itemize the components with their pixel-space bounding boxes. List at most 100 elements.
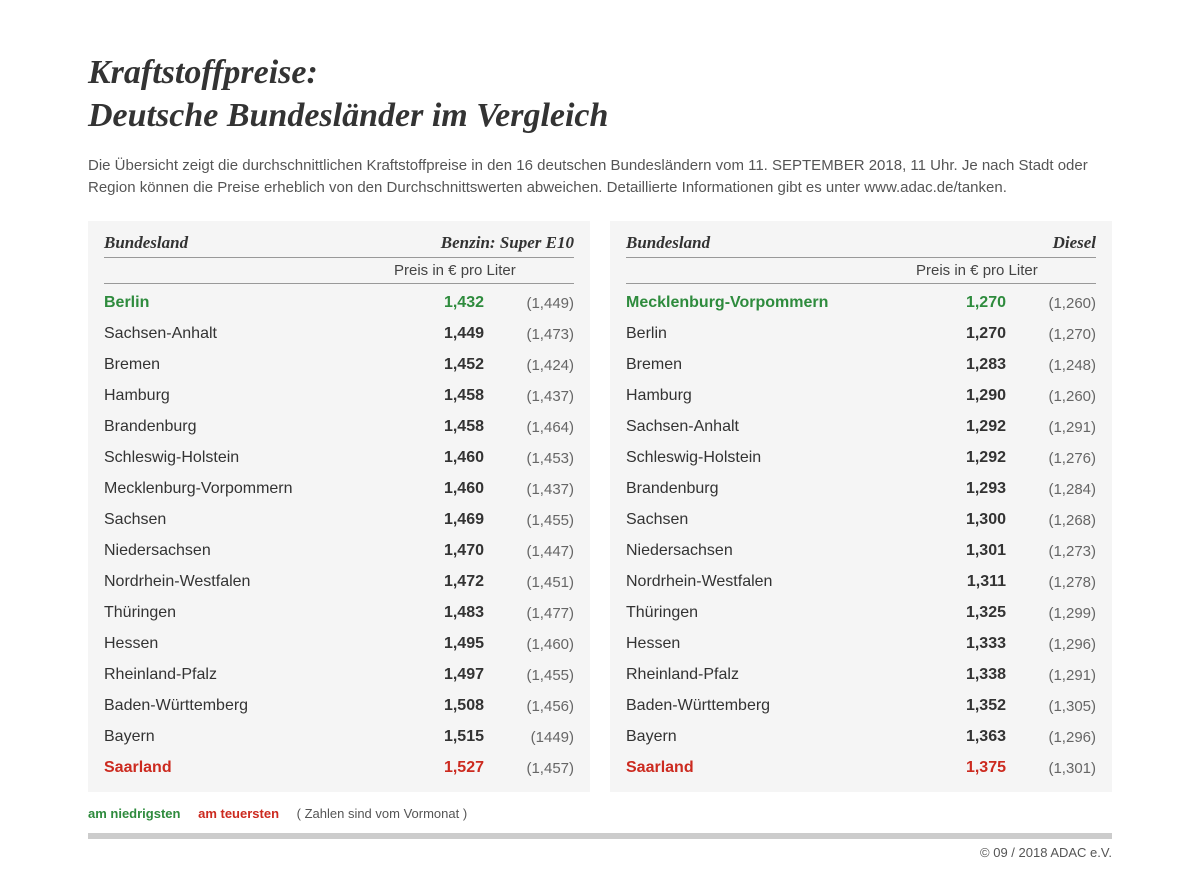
diesel-table: Bundesland Diesel Preis in € pro Liter M… [610,221,1112,792]
legend-note: ( Zahlen sind vom Vormonat ) [297,806,468,821]
page-title: Kraftstoffpreise: Deutsche Bundesländer … [88,52,1112,137]
prev-value: (1,456) [484,698,574,715]
table-row: Hessen1,495(1,460) [104,629,574,660]
prev-value: (1449) [484,729,574,746]
state-name: Sachsen-Anhalt [104,325,414,343]
table-row: Sachsen-Anhalt1,449(1,473) [104,319,574,350]
price-value: 1,300 [936,511,1006,529]
prev-value: (1,291) [1006,419,1096,436]
title-line1: Kraftstoffpreise: [88,54,318,91]
table-row: Brandenburg1,458(1,464) [104,412,574,443]
table-row: Baden-Württemberg1,508(1,456) [104,691,574,722]
table-row: Hamburg1,290(1,260) [626,381,1096,412]
state-name: Bayern [104,728,414,746]
prev-value: (1,424) [484,357,574,374]
prev-value: (1,455) [484,667,574,684]
state-name: Sachsen-Anhalt [626,418,936,436]
table-row: Hamburg1,458(1,437) [104,381,574,412]
state-name: Berlin [626,325,936,343]
price-value: 1,338 [936,666,1006,684]
price-value: 1,527 [414,759,484,777]
table-row: Nordrhein-Westfalen1,311(1,278) [626,567,1096,598]
price-value: 1,293 [936,480,1006,498]
state-name: Niedersachsen [104,542,414,560]
diesel-rows: Mecklenburg-Vorpommern1,270(1,260)Berlin… [626,288,1096,784]
table-row: Rheinland-Pfalz1,497(1,455) [104,660,574,691]
title-line2: Deutsche Bundesländer im Vergleich [88,97,608,134]
price-value: 1,270 [936,294,1006,312]
prev-value: (1,301) [1006,760,1096,777]
table-row: Sachsen1,300(1,268) [626,505,1096,536]
prev-value: (1,273) [1006,543,1096,560]
state-name: Nordrhein-Westfalen [626,573,936,591]
prev-value: (1,464) [484,419,574,436]
prev-value: (1,457) [484,760,574,777]
table-row: Thüringen1,483(1,477) [104,598,574,629]
benzin-header: Bundesland Benzin: Super E10 [104,233,574,258]
prev-value: (1,460) [484,636,574,653]
state-name: Baden-Württemberg [104,697,414,715]
state-name: Bayern [626,728,936,746]
price-value: 1,460 [414,449,484,467]
prev-value: (1,270) [1006,326,1096,343]
table-row: Sachsen-Anhalt1,292(1,291) [626,412,1096,443]
credit-line: © 09 / 2018 ADAC e.V. [88,845,1112,860]
tables-container: Bundesland Benzin: Super E10 Preis in € … [88,221,1112,792]
state-name: Hamburg [626,387,936,405]
price-value: 1,483 [414,604,484,622]
price-value: 1,311 [936,573,1006,591]
prev-value: (1,284) [1006,481,1096,498]
price-value: 1,363 [936,728,1006,746]
table-row: Berlin1,270(1,270) [626,319,1096,350]
unit-label: Preis in € pro Liter [916,262,1096,279]
diesel-subheader: Preis in € pro Liter [626,258,1096,284]
state-name: Thüringen [626,604,936,622]
price-value: 1,460 [414,480,484,498]
table-row: Rheinland-Pfalz1,338(1,291) [626,660,1096,691]
state-name: Rheinland-Pfalz [626,666,936,684]
price-value: 1,301 [936,542,1006,560]
price-value: 1,508 [414,697,484,715]
prev-value: (1,477) [484,605,574,622]
table-row: Thüringen1,325(1,299) [626,598,1096,629]
price-value: 1,449 [414,325,484,343]
table-row: Hessen1,333(1,296) [626,629,1096,660]
state-name: Hessen [104,635,414,653]
state-name: Bremen [626,356,936,374]
legend-high: am teuersten [198,806,279,821]
price-value: 1,290 [936,387,1006,405]
state-name: Saarland [104,759,414,777]
table-row: Bremen1,452(1,424) [104,350,574,381]
table-row: Nordrhein-Westfalen1,472(1,451) [104,567,574,598]
state-name: Saarland [626,759,936,777]
state-name: Mecklenburg-Vorpommern [104,480,414,498]
state-name: Schleswig-Holstein [104,449,414,467]
prev-value: (1,455) [484,512,574,529]
benzin-table: Bundesland Benzin: Super E10 Preis in € … [88,221,590,792]
price-value: 1,497 [414,666,484,684]
col-header-state: Bundesland [626,233,710,253]
table-row: Bremen1,283(1,248) [626,350,1096,381]
table-row: Brandenburg1,293(1,284) [626,474,1096,505]
state-name: Sachsen [626,511,936,529]
state-name: Hessen [626,635,936,653]
price-value: 1,352 [936,697,1006,715]
legend-low: am niedrigsten [88,806,180,821]
state-name: Berlin [104,294,414,312]
description-text: Die Übersicht zeigt die durchschnittlich… [88,155,1112,199]
state-name: Schleswig-Holstein [626,449,936,467]
prev-value: (1,276) [1006,450,1096,467]
price-value: 1,469 [414,511,484,529]
price-value: 1,472 [414,573,484,591]
prev-value: (1,437) [484,388,574,405]
diesel-header: Bundesland Diesel [626,233,1096,258]
prev-value: (1,453) [484,450,574,467]
price-value: 1,325 [936,604,1006,622]
price-value: 1,333 [936,635,1006,653]
state-name: Brandenburg [104,418,414,436]
price-value: 1,270 [936,325,1006,343]
table-row: Mecklenburg-Vorpommern1,270(1,260) [626,288,1096,319]
table-row: Baden-Württemberg1,352(1,305) [626,691,1096,722]
state-name: Niedersachsen [626,542,936,560]
table-row: Saarland1,527(1,457) [104,753,574,784]
